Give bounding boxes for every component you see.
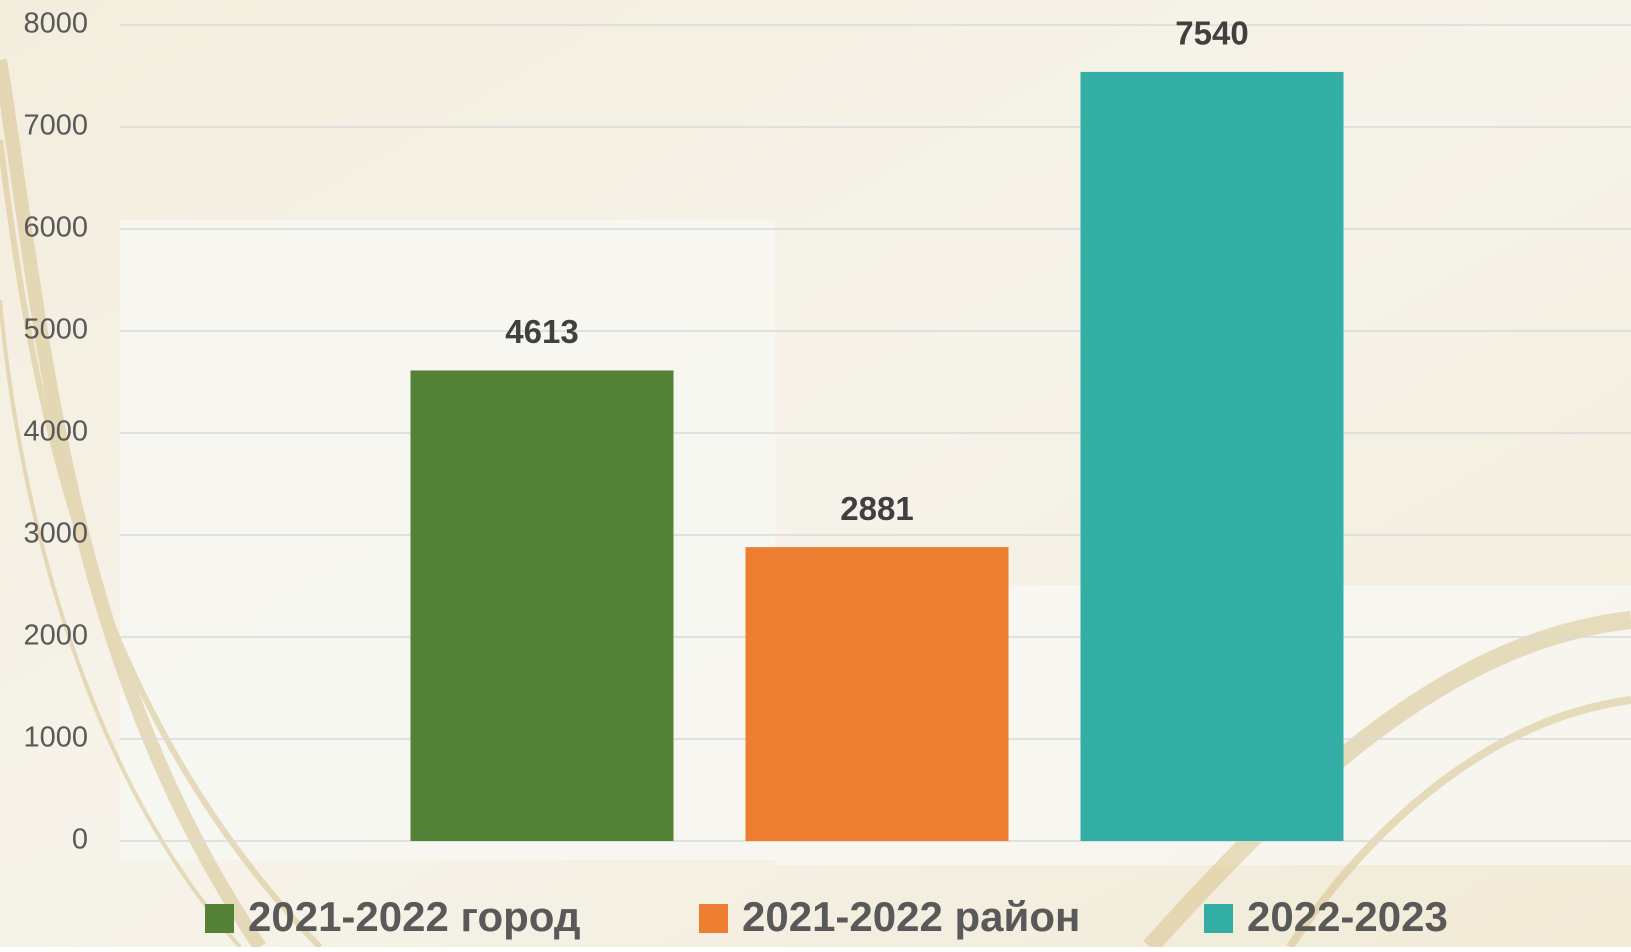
y-tick-label: 6000 <box>23 212 88 244</box>
value-label: 7540 <box>1175 15 1248 52</box>
value-label: 4613 <box>505 313 578 350</box>
y-tick-label: 0 <box>72 824 88 856</box>
y-tick-label: 2000 <box>23 620 88 652</box>
legend-label: 2022-2023 <box>1247 893 1448 940</box>
bar <box>410 370 674 841</box>
bar <box>745 547 1009 841</box>
decor-curves <box>0 58 1631 952</box>
bar <box>1080 71 1344 842</box>
y-tick-label: 7000 <box>23 110 88 142</box>
y-tick-label: 3000 <box>23 518 88 550</box>
legend-swatch <box>699 904 728 933</box>
y-tick-label: 5000 <box>23 314 88 346</box>
legend-label: 2021-2022 город <box>248 893 581 940</box>
value-label: 2881 <box>840 490 913 527</box>
legend-swatch <box>1204 904 1233 933</box>
y-tick-label: 4000 <box>23 416 88 448</box>
legend-label: 2021-2022 район <box>742 893 1080 940</box>
y-tick-label: 1000 <box>23 722 88 754</box>
y-tick-label: 8000 <box>23 8 88 40</box>
legend-swatch <box>205 904 234 933</box>
